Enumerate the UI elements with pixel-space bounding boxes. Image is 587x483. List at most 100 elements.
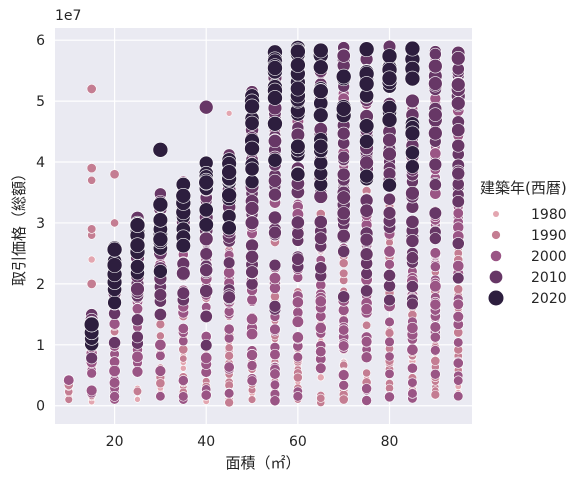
- data-point: [291, 331, 304, 344]
- data-point: [199, 309, 213, 323]
- data-point: [430, 345, 441, 356]
- data-point: [221, 187, 237, 203]
- data-point: [155, 378, 166, 389]
- data-point: [155, 350, 166, 361]
- data-point: [86, 83, 97, 94]
- data-point: [153, 307, 167, 321]
- data-point: [156, 331, 165, 341]
- data-point: [246, 313, 259, 326]
- data-point: [175, 187, 192, 204]
- data-point: [87, 224, 97, 234]
- data-point: [244, 215, 260, 230]
- data-point: [359, 232, 374, 247]
- tick-labels: 20 40 60 80 0 1 2 3 4 5 6: [36, 33, 398, 450]
- data-point: [451, 77, 466, 92]
- data-point: [359, 155, 374, 171]
- data-point: [430, 389, 441, 400]
- data-point: [313, 107, 329, 123]
- data-point: [87, 255, 96, 264]
- data-point: [291, 252, 305, 266]
- data-point: [312, 42, 329, 59]
- x-axis-title: 面積（㎡）: [225, 454, 300, 472]
- y-tick-label: 3: [36, 216, 45, 232]
- data-point: [292, 352, 303, 363]
- data-point: [178, 336, 189, 347]
- data-point: [224, 397, 234, 408]
- data-points: [63, 39, 466, 408]
- data-point: [336, 228, 351, 243]
- data-point: [361, 395, 372, 406]
- data-point: [406, 362, 418, 374]
- data-point: [381, 70, 398, 87]
- data-point: [336, 126, 351, 141]
- data-point: [109, 169, 120, 180]
- data-point: [175, 238, 191, 254]
- data-point: [338, 340, 350, 352]
- data-point: [428, 58, 443, 74]
- data-point: [407, 388, 418, 399]
- data-point: [335, 101, 352, 117]
- data-point: [381, 112, 398, 128]
- data-point: [315, 362, 327, 374]
- data-point: [245, 265, 259, 279]
- data-point: [292, 372, 303, 383]
- data-point: [338, 380, 350, 391]
- data-point: [358, 76, 375, 92]
- data-point: [451, 51, 466, 66]
- data-point: [429, 247, 441, 259]
- data-point: [383, 192, 396, 206]
- data-point: [269, 368, 281, 380]
- data-point: [384, 328, 395, 338]
- data-point: [129, 217, 146, 233]
- data-point: [362, 320, 372, 330]
- data-point: [452, 271, 465, 285]
- data-point: [453, 337, 464, 348]
- data-point: [451, 138, 466, 153]
- data-point: [110, 218, 120, 228]
- data-point: [313, 138, 329, 154]
- data-point: [336, 206, 351, 221]
- data-point: [384, 259, 395, 270]
- data-point: [200, 339, 213, 352]
- data-point: [268, 187, 282, 202]
- data-point: [154, 365, 167, 377]
- data-point: [247, 395, 257, 404]
- data-point: [176, 266, 191, 281]
- data-point: [108, 336, 121, 350]
- data-point: [223, 323, 235, 335]
- data-point: [358, 41, 375, 58]
- data-point: [337, 245, 351, 258]
- data-point: [177, 375, 189, 386]
- data-point: [85, 384, 98, 397]
- data-point: [132, 386, 143, 396]
- x-tick-label: 40: [197, 434, 215, 450]
- data-point: [385, 238, 394, 247]
- data-point: [429, 47, 442, 61]
- data-point: [452, 310, 464, 323]
- data-point: [405, 251, 419, 265]
- data-point: [131, 350, 144, 363]
- data-point: [86, 163, 97, 174]
- data-point: [246, 294, 258, 306]
- data-point: [109, 391, 120, 402]
- data-point: [198, 174, 215, 191]
- data-point: [198, 99, 214, 115]
- data-point: [314, 322, 327, 334]
- data-point: [269, 323, 281, 336]
- data-point: [359, 134, 375, 149]
- data-point: [290, 43, 306, 60]
- data-point: [337, 369, 350, 381]
- data-point: [267, 152, 283, 168]
- data-point: [405, 214, 420, 229]
- legend-label: 1980: [531, 207, 567, 223]
- data-point: [314, 295, 327, 308]
- y-tick-label: 2: [36, 277, 45, 293]
- data-point: [336, 190, 351, 205]
- data-point: [177, 323, 189, 335]
- data-point: [221, 164, 237, 180]
- data-point: [337, 290, 351, 304]
- data-point: [429, 331, 441, 343]
- data-point: [339, 268, 349, 279]
- data-point: [429, 280, 442, 293]
- data-point: [134, 396, 141, 403]
